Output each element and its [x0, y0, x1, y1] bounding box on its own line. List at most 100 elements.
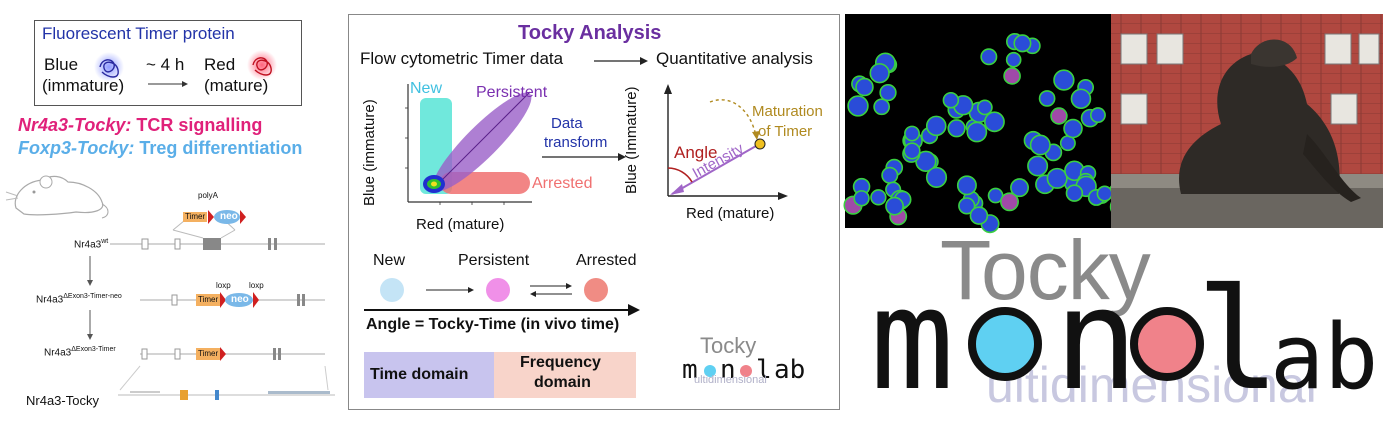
nr4a3-function: TCR signalling: [136, 115, 263, 135]
left-panel: Fluorescent Timer protein Blue (immature…: [0, 0, 340, 432]
construct-timer-3: Timer: [198, 349, 219, 358]
microscopy-cell: [1046, 167, 1068, 189]
small-logo-multi: ultidimensional: [694, 374, 767, 386]
microscopy-cell: [925, 166, 948, 188]
red-state: (mature): [204, 76, 269, 95]
wt-base: Nr4a3: [74, 239, 102, 251]
construct-track-label: Nr4a3-Tocky: [26, 393, 99, 408]
frequency-domain-box: [494, 352, 636, 398]
flow-label: Flow cytometric Timer data: [360, 49, 564, 68]
microscopy-cell: [1010, 178, 1029, 198]
mid-sup: ΔExon3-Timer-neo: [63, 293, 122, 300]
microscopy-cell: [870, 189, 887, 206]
construct-timer-2: Timer: [198, 295, 219, 304]
microscopy-cell: [1038, 90, 1056, 107]
microscopy-cell: [879, 83, 897, 102]
maturation-delay: ~ 4 h: [146, 55, 185, 74]
microscopy-cell: [956, 175, 977, 196]
microscopy-cell: [958, 197, 976, 215]
logo-l-letter: l: [1196, 259, 1280, 422]
microscopy-cell: [1027, 155, 1049, 177]
maturation-arrow: [148, 81, 188, 87]
plot-label-persistent: Persistent: [476, 84, 548, 101]
svg-text:n: n: [720, 355, 736, 385]
microscopy-cell: [1005, 51, 1022, 68]
blue-name: Blue: [44, 55, 79, 74]
frequency-label-2: domain: [534, 374, 591, 391]
blue-protein-icon: [94, 52, 124, 82]
microscopy-cell: [881, 166, 899, 184]
microscopy-cell: [873, 98, 891, 116]
microscopy-cell: [904, 125, 920, 142]
red-protein-icon: [247, 50, 277, 80]
newton-statue-photo: [1111, 14, 1383, 228]
frequency-label-1: Frequency: [520, 354, 601, 371]
maturation-label-1: Maturation: [752, 103, 823, 120]
locus-label-arrested: Arrested: [576, 252, 637, 269]
microscopy-cell: [1096, 185, 1113, 202]
low-sup: ΔExon3-Timer: [71, 346, 116, 353]
construct-polya: polyA: [198, 191, 219, 200]
logo-blue-dot: [968, 307, 1042, 381]
foxp3-gene: Foxp3-Tocky:: [18, 138, 135, 158]
microscopy-cell: [1053, 69, 1075, 91]
microscopy-cell: [1003, 67, 1021, 85]
svg-text:m: m: [682, 355, 698, 385]
gene-construct-diagram: [87, 210, 335, 400]
construct-neo-2: neo: [231, 294, 249, 305]
locus-label-new: New: [373, 252, 406, 269]
microscopy-cell: [1089, 107, 1106, 124]
small-logo-tocky: Tocky: [700, 333, 757, 358]
construct-timer-1: Timer: [185, 212, 206, 221]
microscopy-cell: [980, 48, 998, 66]
construct-mid-label: Nr4a3ΔExon3-Timer-neo: [36, 293, 122, 305]
maturation-label-2: of Timer: [758, 123, 813, 140]
construct-low-label: Nr4a3ΔExon3-Timer: [44, 346, 116, 358]
logo-tocky: Tocky: [940, 223, 1151, 317]
microscopy-cell: [1063, 118, 1083, 139]
locus-timeline: [364, 278, 640, 316]
small-logo-mono: m n l ab: [682, 355, 805, 385]
microscopy-cell: [947, 119, 966, 138]
microscopy-cell: [1065, 184, 1084, 202]
plot-label-arrested: Arrested: [532, 175, 593, 192]
tocky-analysis-title: Tocky Analysis: [518, 22, 662, 44]
mouse-icon: [5, 175, 109, 219]
logo-m-letter: m: [870, 259, 954, 422]
microscopy-cell: [869, 63, 890, 84]
construct-wt-label: Nr4a3wt: [74, 238, 108, 250]
logo-n-letter: n: [1054, 259, 1138, 422]
time-domain-label: Time domain: [370, 366, 469, 383]
microscopy-cell: [1029, 134, 1051, 156]
angle-equation: Angle = Tocky-Time (in vivo time): [366, 316, 620, 333]
flow-to-quant-arrow: [594, 57, 648, 65]
microscopy-cell: [925, 115, 947, 137]
transform-label-2: transform: [544, 134, 608, 151]
microscopy-image: [843, 14, 1131, 234]
logo-pink-dot: [1130, 307, 1204, 381]
microscopy-cell: [976, 99, 993, 116]
foxp3-line: Foxp3-Tocky: Treg differentiation: [18, 138, 303, 159]
plot-x-axis: Red (mature): [416, 216, 505, 233]
time-domain-box: [364, 352, 494, 398]
red-name: Red: [204, 55, 236, 74]
polar-x-axis: Red (mature): [686, 205, 775, 222]
logo-monolab: m n l ab: [870, 259, 1378, 422]
nr4a3-gene: Nr4a3-Tocky:: [18, 115, 132, 135]
plot-y-axis: Blue (immature): [361, 99, 378, 206]
mid-base: Nr4a3: [36, 294, 64, 306]
logo-ab-letters: ab: [1270, 305, 1378, 410]
microscopy-cell: [1013, 34, 1032, 53]
transform-label-1: Data: [551, 115, 583, 132]
nr4a3-line: Nr4a3-Tocky: TCR signalling: [18, 115, 263, 136]
svg-text:l: l: [756, 355, 772, 385]
microscopy-cell: [885, 196, 904, 216]
microscopy-cell: [1050, 107, 1068, 125]
microscopy-cell: [966, 121, 988, 143]
quant-label: Quantitative analysis: [656, 49, 813, 68]
wt-sup: wt: [101, 238, 109, 245]
microscopy-cell: [847, 95, 869, 117]
microscopy-cell: [969, 206, 989, 225]
polar-transform-plot: [664, 84, 788, 200]
foxp3-function: Treg differentiation: [139, 138, 303, 158]
